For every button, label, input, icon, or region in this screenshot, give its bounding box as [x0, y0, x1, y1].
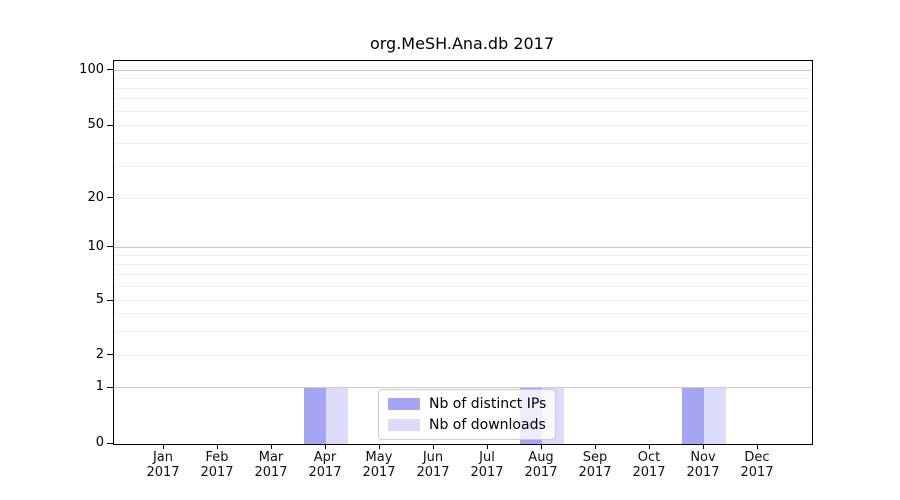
- gridlines-layer: [114, 61, 812, 444]
- y-tick-mark: [107, 69, 113, 71]
- y-tick-mark: [107, 299, 113, 301]
- legend: Nb of distinct IPs Nb of downloads: [378, 389, 557, 440]
- chart-title: org.MeSH.Ana.db 2017: [369, 34, 555, 53]
- y-tick-label: 2: [95, 346, 104, 362]
- y-tick-mark: [107, 124, 113, 126]
- gridline: [114, 197, 812, 199]
- x-tick-label: Sep 2017: [578, 450, 612, 480]
- x-tick-label: Apr 2017: [308, 450, 342, 480]
- x-tick-label: Feb 2017: [200, 450, 234, 480]
- x-tick-label: Aug 2017: [524, 450, 558, 480]
- y-tick-mark: [107, 442, 113, 444]
- gridline: [114, 286, 812, 288]
- x-tick-mark: [217, 444, 218, 449]
- gridline: [114, 274, 812, 276]
- x-tick-mark: [433, 444, 434, 449]
- x-tick-mark: [325, 444, 326, 449]
- y-tick-label: 10: [87, 238, 104, 254]
- legend-swatch-distinct-ips-icon: [388, 398, 420, 410]
- x-tick-mark: [703, 444, 704, 449]
- gridline: [114, 246, 812, 248]
- gridline: [114, 98, 812, 100]
- bar-nov-downloads: [704, 388, 726, 444]
- x-tick-mark: [163, 444, 164, 449]
- gridline: [114, 69, 812, 71]
- x-tick-label: Jun 2017: [416, 450, 450, 480]
- x-tick-label: Oct 2017: [632, 450, 666, 480]
- y-tick-label: 50: [87, 117, 104, 133]
- x-tick-label: Nov 2017: [686, 450, 720, 480]
- plot-area: Nb of distinct IPs Nb of downloads: [113, 60, 813, 445]
- gridline: [114, 264, 812, 266]
- x-tick-mark: [649, 444, 650, 449]
- x-tick-label: Jan 2017: [146, 450, 180, 480]
- gridline: [114, 125, 812, 127]
- gridline: [114, 354, 812, 356]
- x-tick-label: Mar 2017: [254, 450, 288, 480]
- x-tick-label: May 2017: [362, 450, 396, 480]
- y-tick-label: 1: [95, 379, 104, 395]
- x-tick-mark: [379, 444, 380, 449]
- y-tick-label: 20: [87, 189, 104, 205]
- bar-apr-downloads: [326, 388, 348, 444]
- gridline: [114, 142, 812, 144]
- legend-item-distinct-ips: Nb of distinct IPs: [388, 396, 546, 412]
- gridline: [114, 110, 812, 112]
- legend-swatch-downloads-icon: [388, 419, 420, 431]
- y-tick-mark: [107, 246, 113, 248]
- gridline: [114, 87, 812, 89]
- y-tick-label: 100: [79, 61, 104, 77]
- gridline: [114, 330, 812, 332]
- gridline: [114, 165, 812, 167]
- bar-nov-distinct-ips: [682, 388, 704, 444]
- x-tick-mark: [487, 444, 488, 449]
- x-tick-label: Dec 2017: [740, 450, 774, 480]
- gridline: [114, 387, 812, 389]
- y-tick-mark: [107, 354, 113, 356]
- gridline: [114, 300, 812, 302]
- legend-item-downloads: Nb of downloads: [388, 417, 546, 433]
- gridline: [114, 313, 812, 315]
- x-tick-mark: [271, 444, 272, 449]
- y-tick-mark: [107, 386, 113, 388]
- x-tick-mark: [757, 444, 758, 449]
- x-tick-label: Jul 2017: [470, 450, 504, 480]
- legend-label-distinct-ips: Nb of distinct IPs: [429, 396, 547, 412]
- bar-apr-distinct-ips: [304, 388, 326, 444]
- gridline: [114, 78, 812, 80]
- gridline: [114, 255, 812, 256]
- y-tick-label: 5: [95, 292, 104, 308]
- y-tick-label: 0: [95, 435, 104, 450]
- bars-layer: [114, 61, 812, 444]
- legend-label-downloads: Nb of downloads: [429, 417, 546, 433]
- y-tick-mark: [107, 197, 113, 199]
- x-tick-mark: [595, 444, 596, 449]
- x-tick-mark: [541, 444, 542, 449]
